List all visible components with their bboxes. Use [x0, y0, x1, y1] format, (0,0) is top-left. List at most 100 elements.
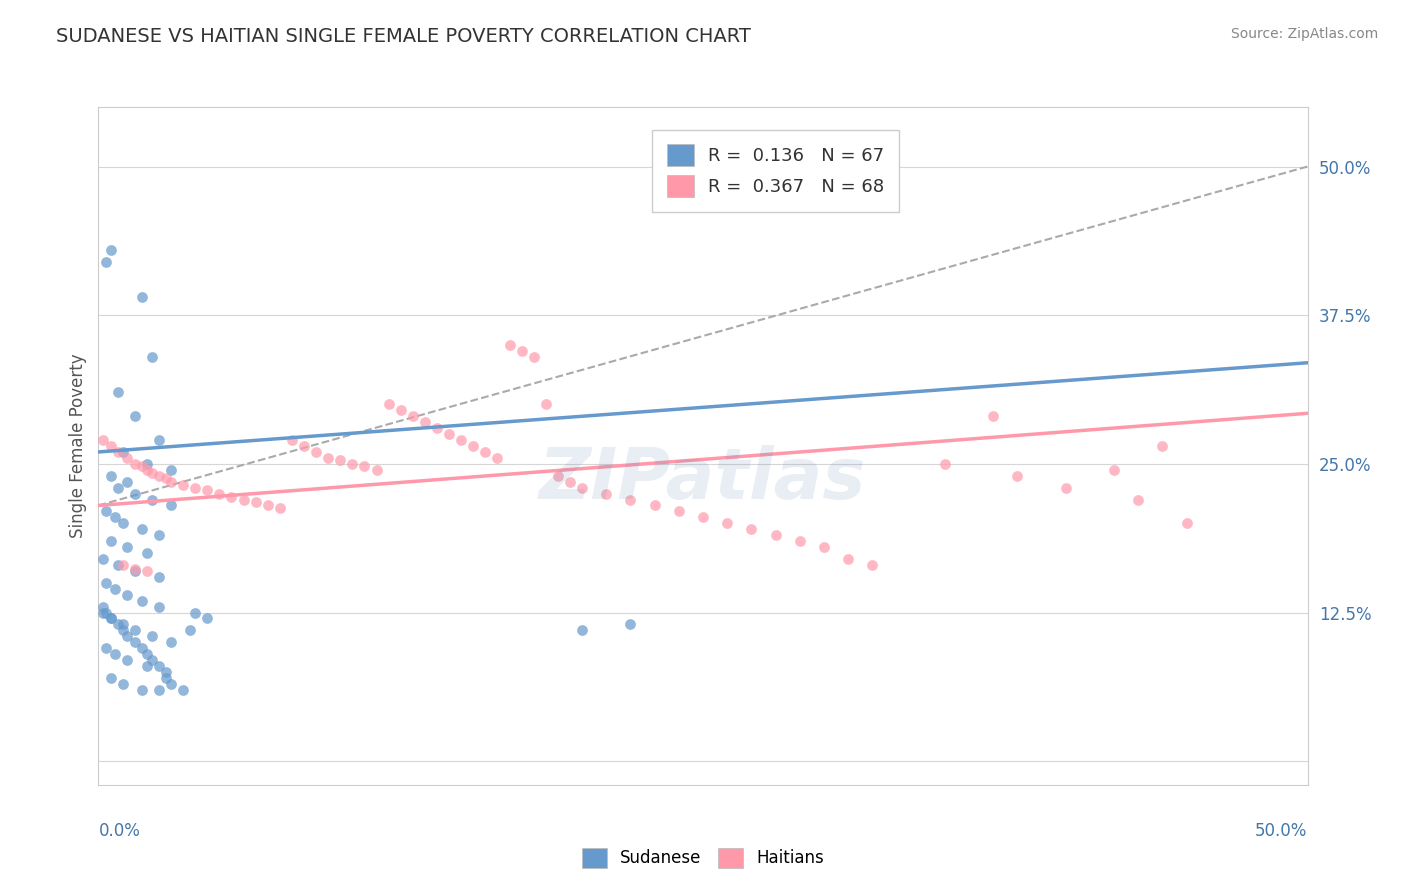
- Point: [107, 558, 129, 572]
- Point: [366, 463, 388, 477]
- Point: [463, 439, 485, 453]
- Point: [195, 483, 218, 497]
- Point: [111, 445, 134, 459]
- Point: [160, 475, 183, 489]
- Point: [100, 439, 122, 453]
- Point: [160, 463, 183, 477]
- Point: [135, 546, 157, 560]
- Point: [124, 635, 146, 649]
- Point: [413, 415, 436, 429]
- Point: [104, 582, 127, 596]
- Point: [148, 528, 170, 542]
- Point: [160, 635, 183, 649]
- Point: [837, 552, 859, 566]
- Point: [148, 468, 170, 483]
- Point: [91, 606, 114, 620]
- Point: [668, 504, 690, 518]
- Y-axis label: Single Female Poverty: Single Female Poverty: [69, 354, 87, 538]
- Point: [100, 611, 122, 625]
- Point: [91, 433, 114, 447]
- Point: [934, 457, 956, 471]
- Point: [117, 588, 139, 602]
- Point: [172, 682, 194, 697]
- Point: [292, 439, 315, 453]
- Point: [117, 653, 139, 667]
- Point: [117, 540, 139, 554]
- Point: [135, 457, 157, 471]
- Point: [1007, 468, 1029, 483]
- Point: [571, 481, 593, 495]
- Point: [305, 445, 328, 459]
- Point: [571, 624, 593, 638]
- Point: [148, 570, 170, 584]
- Point: [437, 427, 460, 442]
- Point: [131, 522, 153, 536]
- Point: [124, 486, 146, 500]
- Point: [329, 453, 352, 467]
- Point: [558, 475, 581, 489]
- Point: [124, 561, 146, 575]
- Point: [94, 606, 117, 620]
- Point: [135, 564, 157, 578]
- Text: SUDANESE VS HAITIAN SINGLE FEMALE POVERTY CORRELATION CHART: SUDANESE VS HAITIAN SINGLE FEMALE POVERT…: [56, 27, 751, 45]
- Point: [107, 617, 129, 632]
- Point: [94, 254, 117, 268]
- Point: [172, 478, 194, 492]
- Point: [644, 499, 666, 513]
- Point: [195, 611, 218, 625]
- Point: [100, 611, 122, 625]
- Point: [789, 534, 811, 549]
- Point: [595, 486, 617, 500]
- Point: [179, 624, 201, 638]
- Text: 50.0%: 50.0%: [1256, 822, 1308, 840]
- Point: [269, 500, 291, 515]
- Point: [523, 350, 546, 364]
- Point: [135, 463, 157, 477]
- Point: [160, 677, 183, 691]
- Point: [184, 606, 207, 620]
- Point: [100, 671, 122, 685]
- Point: [135, 659, 157, 673]
- Point: [498, 338, 520, 352]
- Point: [107, 481, 129, 495]
- Point: [426, 421, 449, 435]
- Point: [111, 516, 134, 531]
- Point: [104, 647, 127, 661]
- Point: [124, 624, 146, 638]
- Point: [111, 677, 134, 691]
- Point: [389, 403, 412, 417]
- Point: [148, 659, 170, 673]
- Point: [155, 671, 177, 685]
- Point: [1175, 516, 1198, 531]
- Point: [155, 665, 177, 679]
- Point: [510, 343, 533, 358]
- Point: [256, 499, 278, 513]
- Point: [124, 457, 146, 471]
- Point: [141, 653, 163, 667]
- Point: [619, 492, 641, 507]
- Point: [131, 641, 153, 656]
- Point: [377, 397, 399, 411]
- Point: [619, 617, 641, 632]
- Point: [765, 528, 787, 542]
- Point: [117, 475, 139, 489]
- Point: [981, 409, 1004, 424]
- Point: [117, 450, 139, 465]
- Legend: Sudanese, Haitians: Sudanese, Haitians: [575, 841, 831, 875]
- Point: [135, 647, 157, 661]
- Point: [155, 471, 177, 485]
- Point: [91, 552, 114, 566]
- Legend: R =  0.136   N = 67, R =  0.367   N = 68: R = 0.136 N = 67, R = 0.367 N = 68: [652, 129, 898, 211]
- Point: [740, 522, 762, 536]
- Point: [117, 629, 139, 643]
- Point: [107, 445, 129, 459]
- Point: [245, 495, 267, 509]
- Point: [104, 510, 127, 524]
- Point: [547, 468, 569, 483]
- Point: [402, 409, 425, 424]
- Point: [91, 599, 114, 614]
- Point: [184, 481, 207, 495]
- Point: [450, 433, 472, 447]
- Point: [232, 492, 254, 507]
- Point: [100, 468, 122, 483]
